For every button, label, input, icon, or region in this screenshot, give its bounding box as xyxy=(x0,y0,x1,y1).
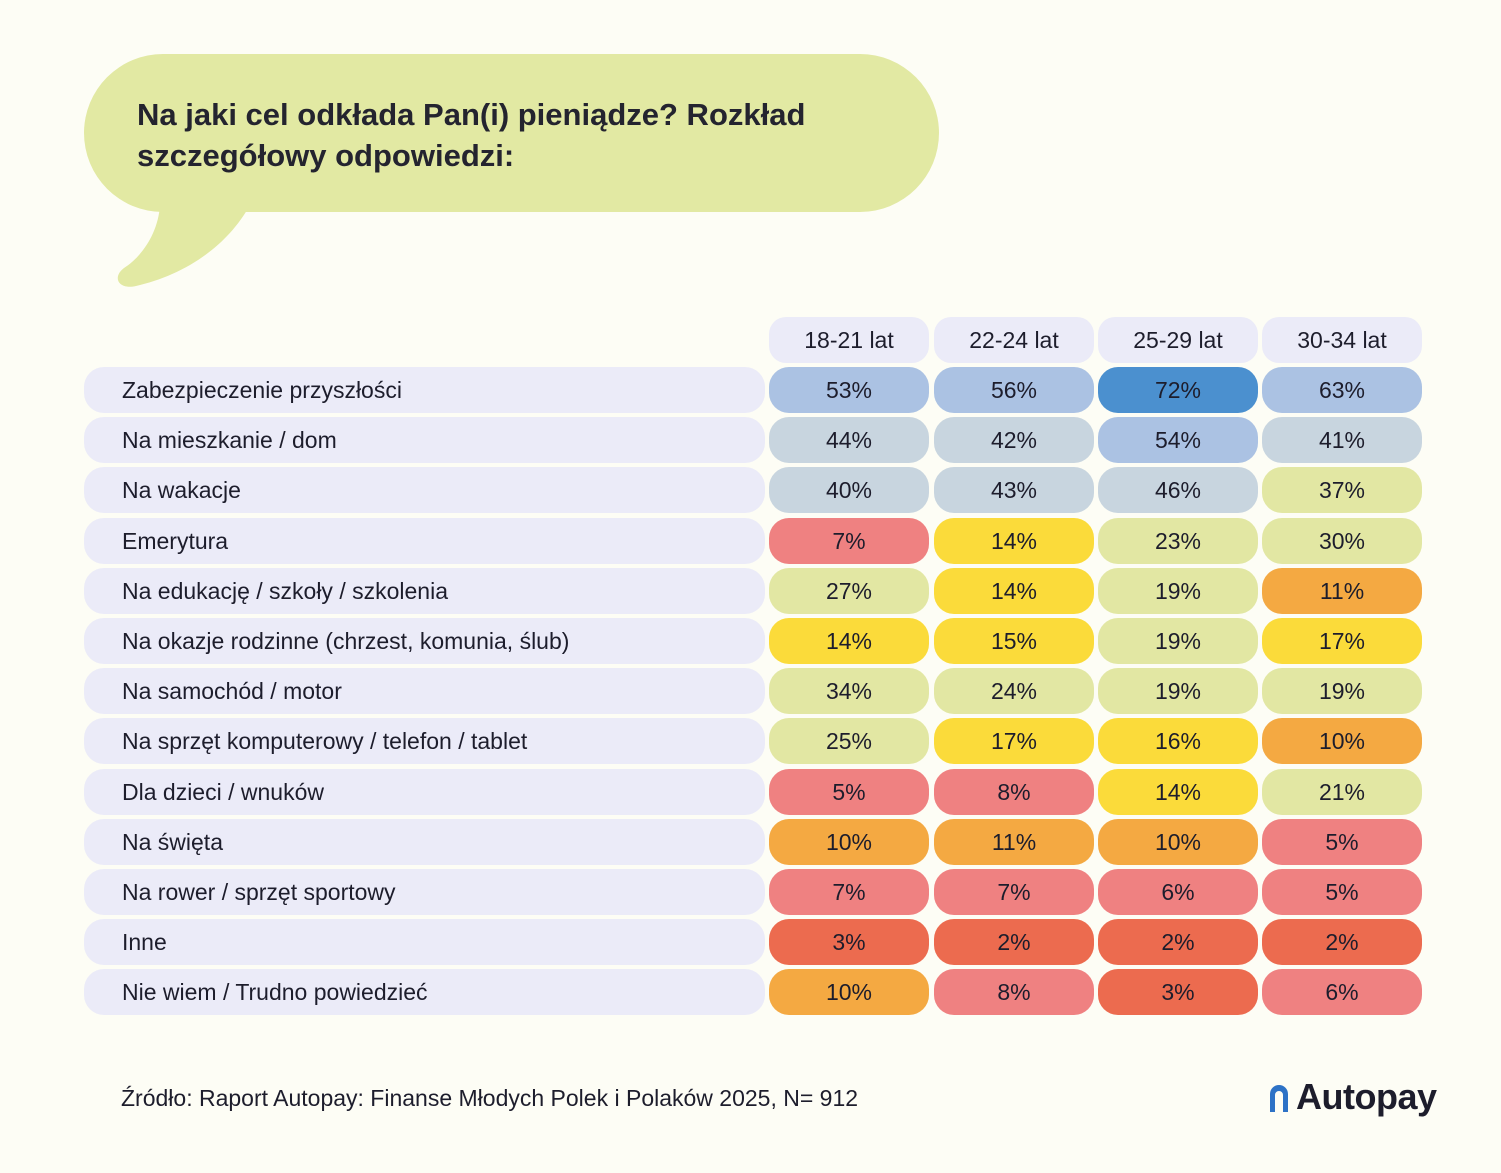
column-header: 18-21 lat xyxy=(769,317,929,363)
value-cell: 8% xyxy=(934,769,1094,815)
row-label: Na wakacje xyxy=(84,467,765,513)
value-cell: 19% xyxy=(1098,568,1258,614)
logo-text: Autopay xyxy=(1296,1076,1437,1117)
value-cell: 11% xyxy=(1262,568,1422,614)
value-cell: 19% xyxy=(1098,618,1258,664)
column-header: 25-29 lat xyxy=(1098,317,1258,363)
value-cell: 10% xyxy=(1098,819,1258,865)
value-cell: 3% xyxy=(1098,969,1258,1015)
value-cell: 54% xyxy=(1098,417,1258,463)
value-cell: 37% xyxy=(1262,467,1422,513)
chart-title: Na jaki cel odkłada Pan(i) pieniądze? Ro… xyxy=(137,97,806,173)
value-cell: 6% xyxy=(1098,869,1258,915)
value-cell: 10% xyxy=(1262,718,1422,764)
value-cell: 15% xyxy=(934,618,1094,664)
value-cell: 34% xyxy=(769,668,929,714)
value-cell: 17% xyxy=(1262,618,1422,664)
value-cell: 44% xyxy=(769,417,929,463)
value-cell: 19% xyxy=(1262,668,1422,714)
value-cell: 19% xyxy=(1098,668,1258,714)
value-cell: 21% xyxy=(1262,769,1422,815)
column-header: 30-34 lat xyxy=(1262,317,1422,363)
value-cell: 14% xyxy=(934,518,1094,564)
value-cell: 2% xyxy=(934,919,1094,965)
value-cell: 6% xyxy=(1262,969,1422,1015)
bubble-tail xyxy=(117,205,250,287)
column-header: 22-24 lat xyxy=(934,317,1094,363)
value-cell: 23% xyxy=(1098,518,1258,564)
value-cell: 27% xyxy=(769,568,929,614)
row-label: Zabezpieczenie przyszłości xyxy=(84,367,765,413)
value-cell: 14% xyxy=(1098,769,1258,815)
value-cell: 7% xyxy=(769,869,929,915)
value-cell: 17% xyxy=(934,718,1094,764)
autopay-arch-icon xyxy=(1270,1085,1288,1112)
value-cell: 24% xyxy=(934,668,1094,714)
value-cell: 16% xyxy=(1098,718,1258,764)
value-cell: 72% xyxy=(1098,367,1258,413)
value-cell: 7% xyxy=(934,869,1094,915)
value-cell: 42% xyxy=(934,417,1094,463)
value-cell: 2% xyxy=(1098,919,1258,965)
value-cell: 14% xyxy=(934,568,1094,614)
value-cell: 25% xyxy=(769,718,929,764)
title-bubble xyxy=(84,54,939,212)
row-label: Na okazje rodzinne (chrzest, komunia, śl… xyxy=(84,618,765,664)
row-label: Inne xyxy=(84,919,765,965)
row-label: Na rower / sprzęt sportowy xyxy=(84,869,765,915)
value-cell: 11% xyxy=(934,819,1094,865)
source-note: Źródło: Raport Autopay: Finanse Młodych … xyxy=(121,1085,859,1111)
value-cell: 40% xyxy=(769,467,929,513)
value-cell: 10% xyxy=(769,969,929,1015)
row-label: Na samochód / motor xyxy=(84,668,765,714)
row-label: Nie wiem / Trudno powiedzieć xyxy=(84,969,765,1015)
value-cell: 5% xyxy=(769,769,929,815)
value-cell: 46% xyxy=(1098,467,1258,513)
value-cell: 41% xyxy=(1262,417,1422,463)
autopay-logo: Autopay xyxy=(1268,1076,1437,1118)
row-label: Na sprzęt komputerowy / telefon / tablet xyxy=(84,718,765,764)
value-cell: 43% xyxy=(934,467,1094,513)
value-cell: 63% xyxy=(1262,367,1422,413)
row-label: Na edukację / szkoły / szkolenia xyxy=(84,568,765,614)
value-cell: 30% xyxy=(1262,518,1422,564)
value-cell: 14% xyxy=(769,618,929,664)
value-cell: 53% xyxy=(769,367,929,413)
value-cell: 5% xyxy=(1262,869,1422,915)
value-cell: 10% xyxy=(769,819,929,865)
value-cell: 2% xyxy=(1262,919,1422,965)
row-label: Na święta xyxy=(84,819,765,865)
value-cell: 56% xyxy=(934,367,1094,413)
value-cell: 8% xyxy=(934,969,1094,1015)
value-cell: 3% xyxy=(769,919,929,965)
value-cell: 5% xyxy=(1262,819,1422,865)
value-cell: 7% xyxy=(769,518,929,564)
row-label: Na mieszkanie / dom xyxy=(84,417,765,463)
row-label: Dla dzieci / wnuków xyxy=(84,769,765,815)
row-label: Emerytura xyxy=(84,518,765,564)
